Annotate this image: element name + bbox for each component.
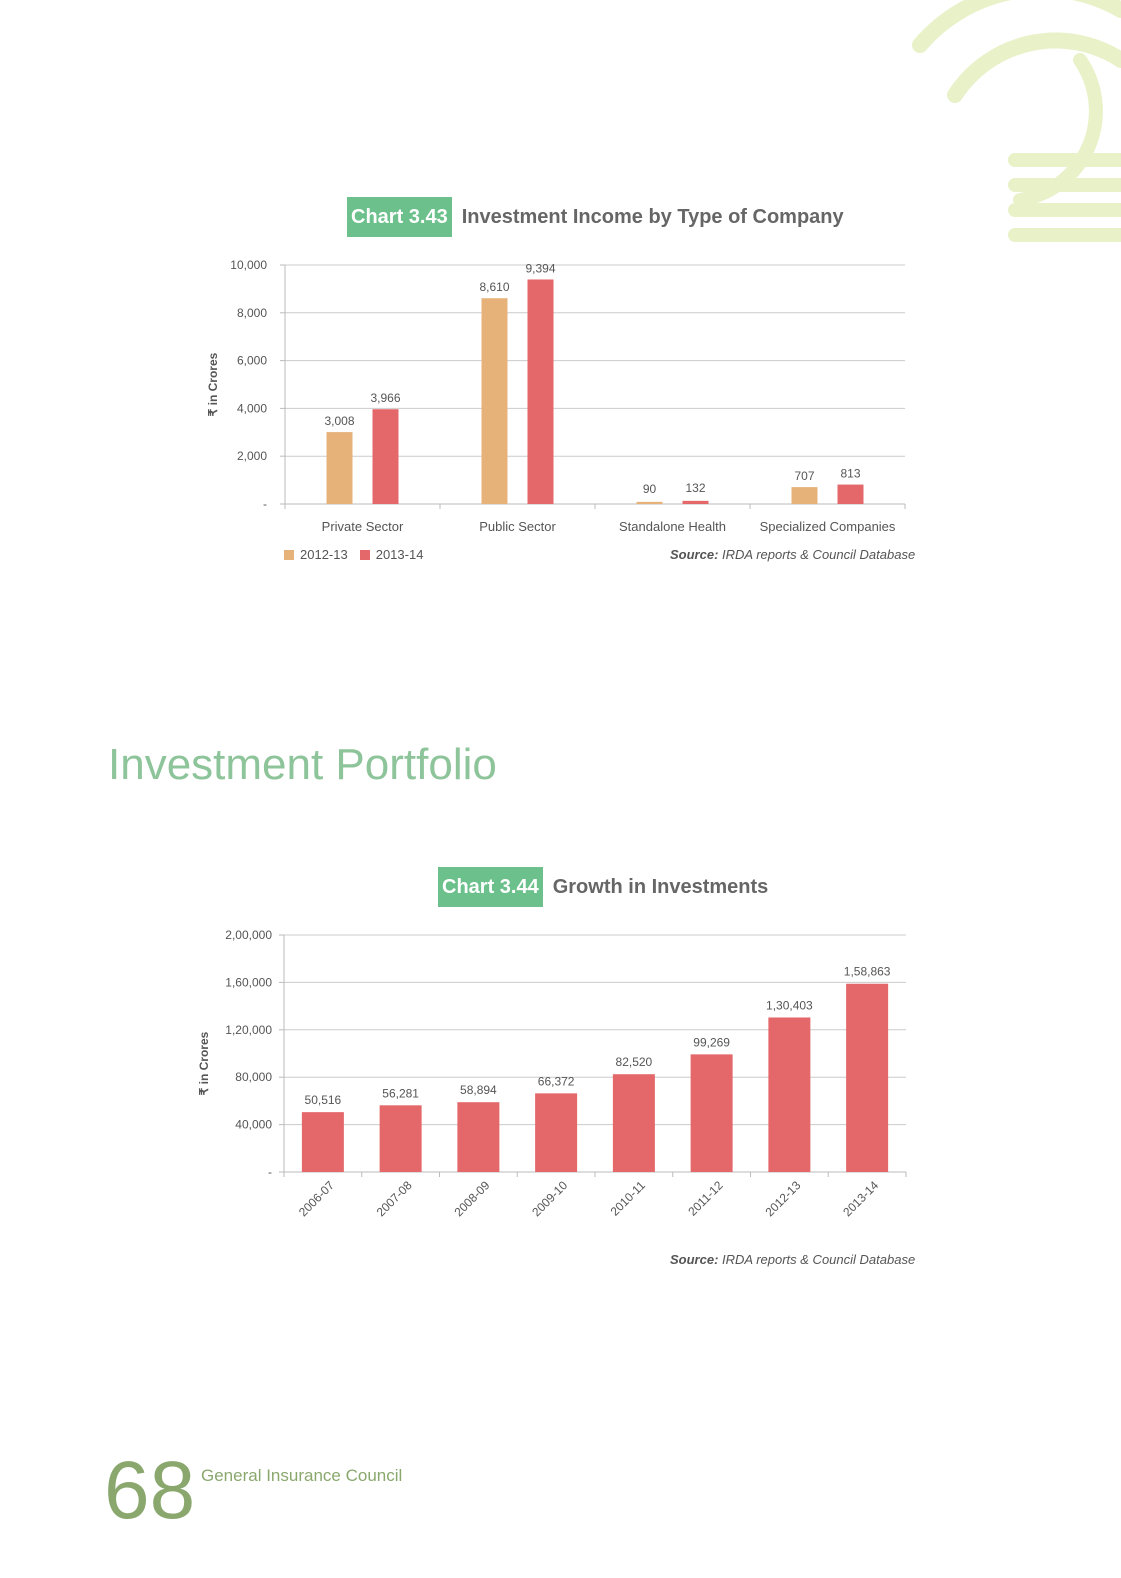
bar-2007-08 — [379, 1105, 422, 1172]
y-tick-label: 1,20,000 — [225, 1023, 272, 1037]
x-category-label: 2007-08 — [374, 1178, 415, 1219]
bar-2010-11 — [612, 1074, 655, 1172]
bar-2012-13 — [481, 298, 508, 504]
bar-2012-13 — [326, 432, 353, 504]
legend-label-2013-14: 2013-14 — [375, 547, 424, 562]
x-category-label: Specialized Companies — [760, 519, 896, 534]
chart2-tag: Chart 3.44 — [438, 867, 543, 907]
x-category-label: 2013-14 — [840, 1178, 881, 1219]
legend-swatch-2012-13 — [284, 549, 294, 560]
chart2-title: Chart 3.44 Growth in Investments — [438, 867, 768, 907]
x-category-label: 2010-11 — [608, 1178, 649, 1219]
decorative-arcs — [912, 0, 1121, 242]
y-tick-label: - — [263, 497, 267, 511]
chart1-svg: - 2,000 4,000 6,000 8,000 10,000 Private Secto… — [206, 258, 906, 534]
bar-2013-14 — [846, 983, 889, 1172]
x-category-label: 2008-09 — [451, 1178, 492, 1219]
y-tick-label: 40,000 — [235, 1118, 272, 1132]
bar-value-label: 1,58,863 — [844, 965, 891, 979]
bar-value-label: 9,394 — [525, 261, 555, 275]
y-tick-label: 80,000 — [235, 1070, 272, 1084]
x-category-label: Public Sector — [479, 519, 556, 534]
bar-2006-07 — [301, 1112, 344, 1172]
y-tick-label: 4,000 — [237, 401, 267, 415]
bar-value-label: 56,281 — [382, 1086, 419, 1100]
chart1-legend: 2012-13 2013-14 — [284, 547, 423, 562]
bar-value-label: 90 — [643, 482, 657, 496]
x-category-label: 2012-13 — [762, 1178, 803, 1219]
chart1-name: Investment Income by Type of Company — [461, 205, 844, 228]
footer-publisher: General Insurance Council — [201, 1466, 403, 1485]
bar-value-label: 3,008 — [324, 414, 354, 428]
bar-2013-14 — [837, 484, 864, 504]
legend-swatch-2013-14 — [359, 549, 370, 560]
bar-value-label: 813 — [840, 467, 860, 481]
bar-value-label: 1,30,403 — [766, 998, 813, 1012]
x-category-label: Private Sector — [322, 519, 404, 534]
bar-value-label: 8,610 — [479, 280, 509, 294]
bar-2009-10 — [535, 1093, 578, 1172]
legend-item-2013-14: 2013-14 — [359, 547, 424, 562]
bar-2012-13 — [768, 1017, 811, 1172]
bar-value-label: 66,372 — [538, 1074, 575, 1088]
x-category-label: 2009-10 — [529, 1178, 570, 1219]
chart1-title: Chart 3.43 Investment Income by Type of … — [347, 197, 844, 237]
bar-2013-14 — [527, 279, 554, 504]
bar-2013-14 — [682, 500, 709, 504]
bar-value-label: 99,269 — [693, 1035, 730, 1049]
chart1-source-text: IRDA reports & Council Database — [718, 547, 916, 562]
bar-2011-12 — [690, 1054, 733, 1172]
chart2-svg: - 40,000 80,000 1,20,000 1,60,000 2,00,000 50,… — [197, 928, 907, 1219]
y-tick-label: 10,000 — [230, 258, 267, 272]
chart1-source-label: Source: — [670, 547, 719, 562]
x-category-label: 2011-12 — [685, 1178, 726, 1219]
chart2-source-text: IRDA reports & Council Database — [718, 1252, 916, 1267]
y-tick-label: 1,60,000 — [225, 975, 272, 989]
chart2-name: Growth in Investments — [552, 875, 769, 898]
y-axis-label: ₹ in Crores — [197, 1031, 211, 1095]
y-tick-label: 2,00,000 — [225, 928, 272, 942]
legend-label-2012-13: 2012-13 — [300, 547, 348, 562]
bar-value-label: 132 — [685, 481, 705, 495]
bar-value-label: 50,516 — [305, 1093, 342, 1107]
bar-value-label: 82,520 — [616, 1055, 653, 1069]
bar-2012-13 — [636, 501, 663, 504]
bar-2008-09 — [457, 1102, 500, 1172]
bar-2012-13 — [791, 487, 818, 504]
section-heading: Investment Portfolio — [108, 740, 497, 789]
chart2-source-label: Source: — [670, 1252, 719, 1267]
legend-item-2012-13: 2012-13 — [284, 547, 348, 562]
bar-value-label: 3,966 — [370, 391, 400, 405]
y-axis-label: ₹ in Crores — [206, 352, 220, 416]
y-tick-label: - — [268, 1165, 272, 1179]
chart1-source: Source: IRDA reports & Council Database — [670, 547, 915, 562]
y-tick-label: 6,000 — [237, 354, 267, 368]
chart2-source: Source: IRDA reports & Council Database — [670, 1252, 915, 1267]
bar-2013-14 — [372, 409, 399, 504]
bar-value-label: 707 — [794, 469, 814, 483]
x-category-label: 2006-07 — [296, 1178, 337, 1219]
bar-value-label: 58,894 — [460, 1083, 497, 1097]
page-number: 68 — [104, 1445, 196, 1536]
y-tick-label: 8,000 — [237, 306, 267, 320]
chart1-tag: Chart 3.43 — [347, 197, 452, 237]
x-category-label: Standalone Health — [619, 519, 726, 534]
y-tick-label: 2,000 — [237, 449, 267, 463]
